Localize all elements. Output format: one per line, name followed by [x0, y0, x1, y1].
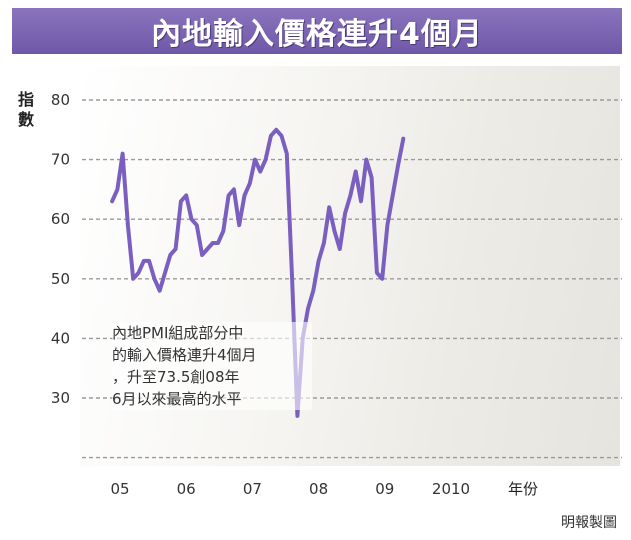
source-credit: 明報製圖 — [561, 515, 617, 531]
y-tick-80: 80 — [51, 91, 70, 109]
y-tick-30: 30 — [51, 389, 70, 407]
title-bar: 內地輸入價格連升4個月 — [12, 8, 622, 54]
annotation-line-3: ，升至73.5創08年 — [112, 368, 240, 386]
x-tick-05: 05 — [110, 480, 129, 498]
annotation-line-2: 的輸入價格連升4個月 — [112, 346, 257, 364]
y-tick-70: 70 — [51, 151, 70, 169]
x-tick-08: 08 — [309, 480, 328, 498]
x-tick-06: 06 — [177, 480, 196, 498]
x-tick-labels: 05 06 07 08 09 2010 — [110, 480, 470, 498]
y-tick-60: 60 — [51, 210, 70, 228]
y-tick-labels: 30 40 50 60 70 80 — [51, 91, 70, 407]
annotation: 內地PMI組成部分中 的輸入價格連升4個月 ，升至73.5創08年 6月以來最高… — [112, 322, 312, 410]
annotation-line-4: 6月以來最高的水平 — [112, 390, 242, 408]
annotation-line-1: 內地PMI組成部分中 — [112, 324, 244, 342]
x-axis-label: 年份 — [508, 480, 539, 498]
chart-title: 內地輸入價格連升4個月 — [151, 17, 483, 52]
y-tick-50: 50 — [51, 270, 70, 288]
series-line — [110, 127, 406, 418]
y-tick-40: 40 — [51, 329, 70, 347]
y-axis-label: 指數 — [18, 90, 35, 129]
gridlines — [82, 99, 622, 459]
x-tick-07: 07 — [243, 480, 262, 498]
x-tick-2010: 2010 — [432, 480, 470, 498]
x-tick-09: 09 — [375, 480, 394, 498]
